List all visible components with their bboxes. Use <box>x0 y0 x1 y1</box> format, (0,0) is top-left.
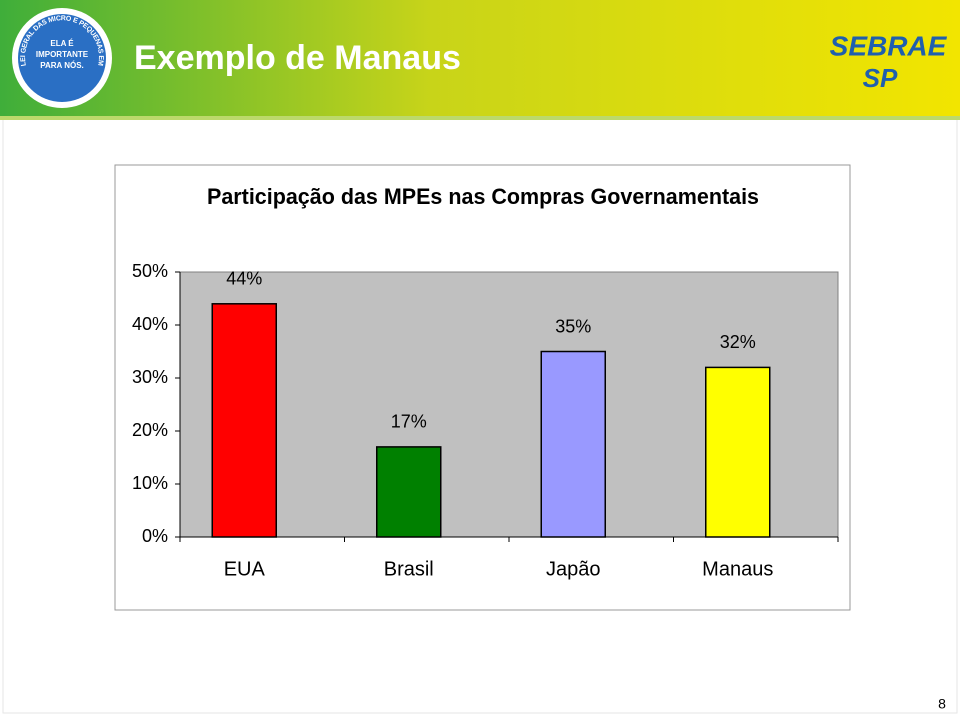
chart-title: Participação das MPEs nas Compras Govern… <box>207 184 759 209</box>
header-band <box>0 0 960 116</box>
logo-line: ELA É <box>50 39 74 48</box>
logo-line: PARA NÓS. <box>40 61 84 70</box>
brand-name: SEBRAE <box>830 30 948 61</box>
header-rule <box>0 116 960 120</box>
data-label: 32% <box>720 332 756 352</box>
y-tick-label: 10% <box>132 473 168 493</box>
y-tick-label: 50% <box>132 261 168 281</box>
bar <box>376 446 442 538</box>
y-tick-label: 30% <box>132 367 168 387</box>
x-tick-label: Manaus <box>702 558 773 580</box>
y-tick-label: 0% <box>142 526 168 546</box>
x-tick-label: Japão <box>546 558 601 580</box>
slide-title: Exemplo de Manaus <box>134 39 461 77</box>
bar <box>211 303 277 538</box>
data-label: 44% <box>226 269 262 289</box>
logo-line: IMPORTANTE <box>36 50 89 59</box>
bar <box>705 366 771 538</box>
brand-region: SP <box>863 63 898 93</box>
y-tick-label: 20% <box>132 420 168 440</box>
page-number: 8 <box>938 696 946 712</box>
y-tick-label: 40% <box>132 314 168 334</box>
data-label: 35% <box>555 316 591 336</box>
x-tick-label: Brasil <box>384 558 434 580</box>
x-tick-label: EUA <box>224 558 266 580</box>
plot: 0% 10% 20% 30% 40% 50% EUA 44% Brasil 17% Japão 35%… <box>132 261 839 580</box>
logo-disc <box>18 14 106 102</box>
data-label: 17% <box>391 412 427 432</box>
bar <box>540 350 606 538</box>
